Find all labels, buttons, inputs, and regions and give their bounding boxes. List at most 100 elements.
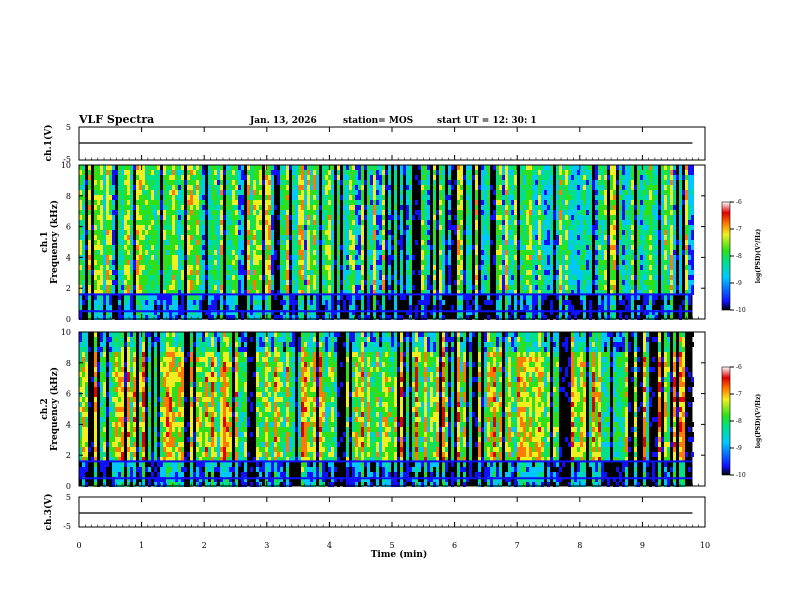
spectrogram-cell	[550, 265, 553, 270]
spectrogram-cell	[442, 260, 445, 265]
spectrogram-cell	[220, 230, 223, 235]
spectrogram-cell	[139, 230, 142, 235]
spectrogram-cell	[229, 310, 232, 315]
spectrogram-cell	[568, 215, 571, 220]
spectrogram-cell	[271, 265, 274, 270]
spectrogram-cell	[325, 220, 328, 225]
spectrogram-cell	[610, 265, 613, 270]
spectrogram-cell	[388, 190, 391, 195]
spectrogram-cell	[466, 195, 469, 200]
spectrogram-cell	[112, 270, 115, 275]
spectrogram-cell	[406, 245, 409, 250]
spectrogram-cell	[124, 300, 127, 305]
spectrogram-cell	[88, 300, 91, 305]
spectrogram-cell	[82, 190, 85, 195]
spectrogram-cell	[205, 210, 208, 215]
spectrogram-cell	[370, 195, 373, 200]
spectrogram-cell	[220, 295, 223, 300]
spectrogram-cell	[247, 235, 250, 240]
spectrogram-cell	[154, 170, 157, 175]
spectrogram-cell	[469, 290, 472, 295]
spectrogram-cell	[481, 285, 484, 290]
spectrogram-cell	[304, 180, 307, 185]
spectrogram-cell	[313, 255, 316, 260]
spectrogram-cell	[475, 275, 478, 280]
spectrogram-cell	[319, 270, 322, 275]
spectrogram-cell	[217, 225, 220, 230]
spectrogram-cell	[166, 305, 169, 310]
spectrogram-cell	[556, 235, 559, 240]
spectrogram-cell	[247, 285, 250, 290]
spectrogram-cell	[652, 170, 655, 175]
spectrogram-cell	[247, 180, 250, 185]
spectrogram-cell	[514, 290, 517, 295]
spectrogram-cell	[145, 260, 148, 265]
spectrogram-cell	[361, 215, 364, 220]
spectrogram-cell	[424, 310, 427, 315]
spectrogram-cell	[601, 210, 604, 215]
spectrogram-cell	[304, 265, 307, 270]
spectrogram-cell	[487, 225, 490, 230]
spectrogram-cell	[130, 265, 133, 270]
spectrogram-cell	[541, 185, 544, 190]
spectrogram-cell	[352, 260, 355, 265]
spectrogram-cell	[430, 305, 433, 310]
spectrogram-cell	[238, 230, 241, 235]
spectrogram-cell	[88, 285, 91, 290]
spectrogram-cell	[502, 270, 505, 275]
spectrogram-cell	[496, 185, 499, 190]
spectrogram-cell	[400, 280, 403, 285]
spectrogram-cell	[469, 210, 472, 215]
spectrogram-cell	[496, 285, 499, 290]
spectrogram-cell	[349, 275, 352, 280]
spectrogram-cell	[478, 230, 481, 235]
spectrogram-cell	[181, 255, 184, 260]
spectrogram-cell	[286, 170, 289, 175]
spectrogram-cell	[541, 250, 544, 255]
spectrogram-cell	[295, 315, 298, 320]
spectrogram-cell	[433, 235, 436, 240]
spectrogram-cell	[637, 300, 640, 305]
spectrogram-cell	[103, 300, 106, 305]
spectrogram-cell	[514, 165, 517, 170]
spectrogram-cell	[613, 190, 616, 195]
spectrogram-cell	[235, 260, 238, 265]
spectrogram-cell	[271, 245, 274, 250]
spectrogram-cell	[265, 175, 268, 180]
spectrogram-cell	[112, 175, 115, 180]
spectrogram-cell	[256, 250, 259, 255]
spectrogram-cell	[112, 220, 115, 225]
spectrogram-cell	[631, 310, 634, 315]
spectrogram-cell	[466, 285, 469, 290]
spectrogram-cell	[448, 205, 451, 210]
spectrogram-cell	[217, 290, 220, 295]
spectrogram-cell	[334, 175, 337, 180]
spectrogram-cell	[409, 225, 412, 230]
spectrogram-cell	[550, 200, 553, 205]
spectrogram-cell	[577, 290, 580, 295]
spectrogram-cell	[238, 170, 241, 175]
spectrogram-cell	[322, 190, 325, 195]
spectrogram-cell	[508, 220, 511, 225]
spectrogram-cell	[511, 285, 514, 290]
spectrogram-cell	[463, 230, 466, 235]
spectrogram-cell	[589, 285, 592, 290]
spectrogram-cell	[148, 195, 151, 200]
spectrogram-cell	[622, 230, 625, 235]
spectrogram-cell	[487, 195, 490, 200]
spectrogram-cell	[268, 200, 271, 205]
spectrogram-cell	[643, 225, 646, 230]
spectrogram-cell	[325, 300, 328, 305]
spectrogram-cell	[208, 270, 211, 275]
spectrogram-cell	[280, 310, 283, 315]
spectrogram-cell	[505, 230, 508, 235]
spectrogram-cell	[166, 230, 169, 235]
spectrogram-cell	[142, 315, 145, 320]
spectrogram-cell	[457, 305, 460, 310]
spectrogram-cell	[214, 195, 217, 200]
spectrogram-cell	[328, 260, 331, 265]
spectrogram-cell	[352, 165, 355, 170]
spectrogram-cell	[394, 185, 397, 190]
spectrogram-cell	[79, 300, 82, 305]
